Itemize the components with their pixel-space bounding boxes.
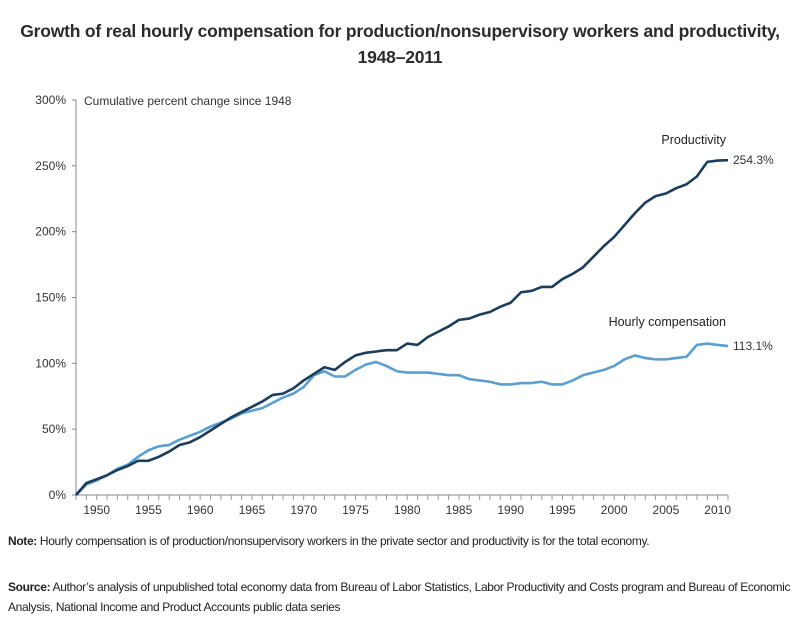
x-tick-label: 1990 [497,503,524,517]
x-tick-label: 2010 [704,503,731,517]
x-tick-label: 1960 [187,503,214,517]
x-tick-label: 2005 [653,503,680,517]
y-tick-label: 0% [49,488,67,502]
y-tick-label: 150% [35,291,66,305]
y-tick-label: 250% [35,159,66,173]
note-label: Note: [8,534,37,548]
series-label: Productivity [661,133,726,147]
x-tick-label: 1995 [549,503,576,517]
end-value-label: 254.3% [733,153,774,167]
y-tick-label: 50% [42,422,66,436]
y-axis-label: Cumulative percent change since 1948 [84,94,292,108]
note-text: Hourly compensation is of production/non… [36,534,650,548]
x-tick-label: 1985 [446,503,473,517]
y-tick-label: 300% [35,93,66,107]
source-text: Author’s analysis of unpublished total e… [8,580,791,614]
chart-source: Source: Author’s analysis of unpublished… [8,577,793,617]
x-tick-label: 1970 [290,503,317,517]
x-tick-label: 1950 [83,503,110,517]
series-line-hourly-compensation [75,342,729,496]
x-tick-label: 1980 [394,503,421,517]
line-chart: 0% 50% 100% 150% 200% 250% 300% 1950 1955 1960 196… [35,93,774,517]
y-tick-label: 100% [35,356,66,370]
series-line-productivity [75,158,729,496]
series-label: Hourly compensation [609,315,726,329]
x-tick-label: 1965 [239,503,266,517]
end-value-label: 113.1% [733,339,773,353]
x-tick-label: 1955 [135,503,162,517]
chart-title: Growth of real hourly compensation for p… [20,21,780,67]
x-tick-label: 2000 [601,503,628,517]
source-label: Source: [8,580,51,594]
chart-note: Note: Hourly compensation is of producti… [8,531,793,551]
x-tick-label: 1975 [342,503,369,517]
y-tick-label: 200% [35,225,66,239]
